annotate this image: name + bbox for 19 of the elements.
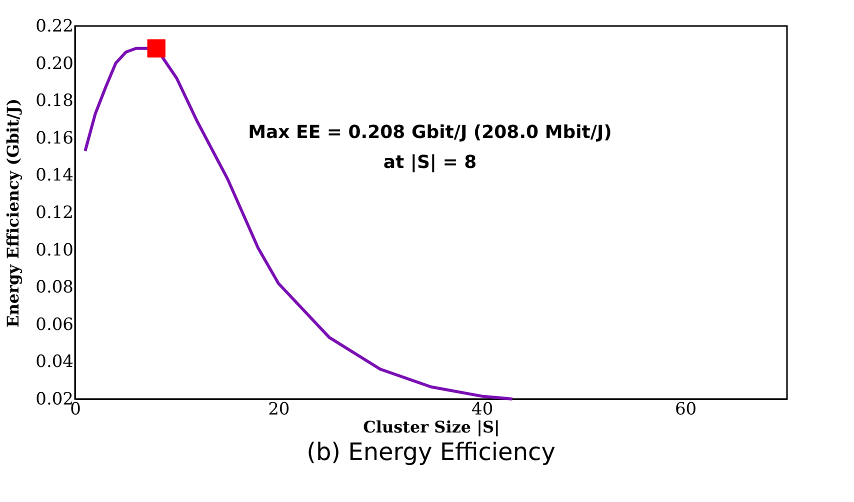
annotation: at |S| = 8	[383, 152, 477, 173]
y-axis-title: Energy Efficiency (Gbit/J)	[4, 98, 23, 328]
y-tick-label: 0.22	[36, 16, 74, 36]
y-tick-label: 0.08	[36, 278, 74, 298]
y-tick-label: 0.14	[36, 166, 74, 186]
x-tick-label: 0	[70, 400, 81, 420]
x-tick-label: 60	[674, 400, 697, 420]
x-axis-title: Cluster Size |S|	[363, 418, 500, 436]
text: (b) Energy Efficiency	[306, 438, 556, 466]
y-tick-label: 0.20	[36, 54, 74, 74]
annotation: Max EE = 0.208 Gbit/J (208.0 Mbit/J)	[248, 122, 612, 143]
x-tick-label: 20	[268, 400, 290, 420]
y-tick-label: 0.10	[36, 240, 74, 260]
y-tick-label: 0.18	[36, 91, 74, 112]
x-tick-label: 40	[472, 400, 494, 420]
y-tick-label: 0.06	[36, 314, 74, 335]
y-tick-label: 0.16	[36, 128, 74, 148]
y-tick-label: 0.12	[36, 203, 74, 223]
y-tick-label: 0.04	[36, 352, 74, 372]
